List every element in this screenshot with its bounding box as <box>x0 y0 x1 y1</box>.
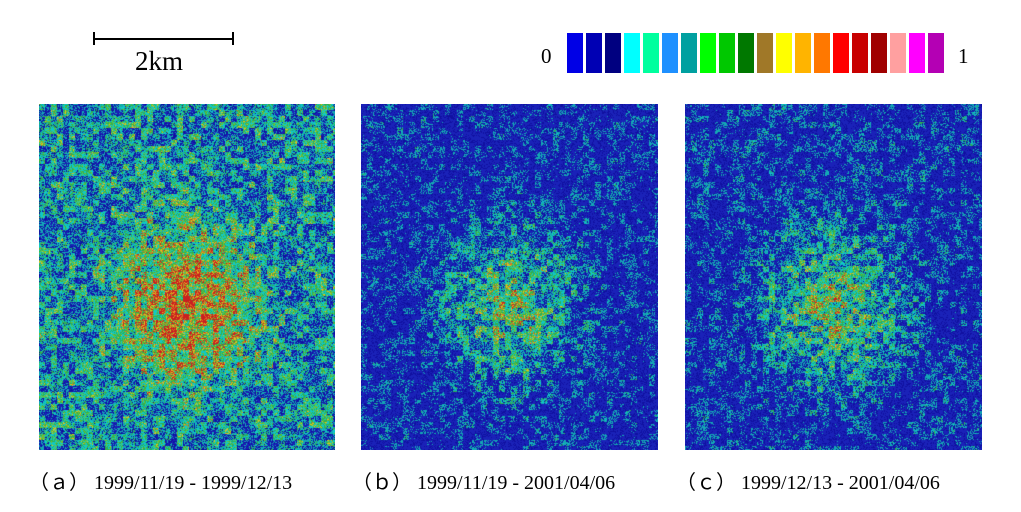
colorbar-swatch <box>604 32 622 74</box>
colorbar-max-label: 1 <box>958 44 969 68</box>
scale-bar-right-tick <box>232 32 234 45</box>
caption-a: （ａ） 1999/11/19 - 1999/12/13 <box>29 472 293 494</box>
caption-c: （ｃ） 1999/12/13 - 2001/04/06 <box>676 472 940 494</box>
caption-b: （ｂ） 1999/11/19 - 2001/04/06 <box>352 472 616 494</box>
scale-bar-left-tick <box>93 32 95 45</box>
colorbar <box>566 32 946 74</box>
coherence-map-a <box>39 104 335 450</box>
coherence-map-b <box>361 104 658 450</box>
colorbar-swatch <box>813 32 831 74</box>
colorbar-swatch <box>699 32 717 74</box>
colorbar-swatch <box>680 32 698 74</box>
colorbar-swatch <box>718 32 736 74</box>
colorbar-swatch <box>737 32 755 74</box>
coherence-map-b-image <box>361 104 658 450</box>
coherence-map-c-image <box>685 104 982 450</box>
colorbar-swatch <box>870 32 888 74</box>
colorbar-swatch <box>566 32 584 74</box>
colorbar-swatch <box>908 32 926 74</box>
coherence-map-c <box>685 104 982 450</box>
colorbar-swatch <box>775 32 793 74</box>
colorbar-swatch <box>585 32 603 74</box>
colorbar-swatch <box>832 32 850 74</box>
colorbar-swatch <box>623 32 641 74</box>
colorbar-swatch <box>889 32 907 74</box>
scale-label: 2km <box>135 46 184 76</box>
colorbar-swatch <box>927 32 945 74</box>
colorbar-swatch <box>851 32 869 74</box>
colorbar-min-label: 0 <box>541 44 552 68</box>
scale-bar <box>93 30 234 50</box>
colorbar-swatch <box>794 32 812 74</box>
colorbar-swatch <box>756 32 774 74</box>
colorbar-swatch <box>642 32 660 74</box>
colorbar-swatch <box>661 32 679 74</box>
scale-bar-line <box>93 38 234 40</box>
coherence-map-a-image <box>39 104 335 450</box>
